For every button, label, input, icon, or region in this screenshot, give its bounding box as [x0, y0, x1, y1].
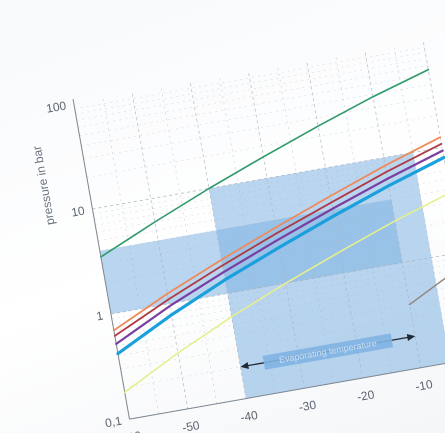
grid-line-y [120, 307, 445, 370]
grid-line-y [96, 170, 445, 233]
x-tick-label: -20 [356, 387, 376, 404]
annotation-label-bg [262, 333, 394, 370]
series-line-2 [112, 136, 442, 332]
grid-line-y [74, 46, 425, 110]
x-tick-label: -60 [123, 428, 143, 433]
grid-line-y [94, 157, 444, 220]
grid-line-x [190, 83, 247, 399]
grid-line-y [113, 268, 445, 331]
x-axis-line [129, 356, 445, 420]
grid-line-y [79, 73, 430, 136]
y-tick-label: 100 [45, 98, 67, 115]
shaded-regions [99, 152, 445, 399]
x-tick-label: -40 [239, 408, 259, 425]
grid-line-y [110, 252, 445, 315]
grid-line-x [248, 73, 305, 389]
series-line-4 [115, 149, 444, 345]
grid-line-y [99, 188, 445, 252]
grid-line-y [76, 58, 427, 121]
y-tick-label: 10 [70, 203, 86, 219]
annotation-arrowhead-right [406, 334, 416, 341]
grid-line-y [97, 178, 445, 241]
grid-line-x [306, 62, 363, 379]
x-tick-label: -30 [298, 398, 318, 415]
grid-line-y [86, 115, 437, 178]
annotation-arrowhead-left [240, 362, 249, 369]
grid-line-y [116, 283, 445, 346]
grid-line-y [77, 65, 428, 128]
shaded-region-2 [208, 152, 445, 399]
axes [72, 98, 445, 420]
grid-line-y [93, 151, 443, 215]
grid-line-y [95, 163, 445, 226]
grid-line-y [75, 52, 426, 115]
series-line-1 [100, 68, 430, 258]
y-axis-line [72, 98, 130, 420]
y-tick-label: 0,1 [104, 414, 123, 431]
x-tick-label: -10 [414, 377, 434, 394]
y-axis-label: pressure in bar [30, 145, 58, 226]
grid-line-y [81, 83, 431, 147]
grid-line-x [131, 93, 189, 409]
grid-line-y [105, 220, 445, 283]
grid-line-x [364, 52, 422, 368]
grid-line-y [102, 202, 445, 265]
grid-line-y [112, 262, 445, 325]
series-line-3 [113, 142, 443, 337]
grid-line-y [83, 97, 434, 160]
y-tick-label: 1 [95, 309, 104, 324]
grid-line-y [92, 146, 443, 210]
series-line-7 [408, 264, 445, 306]
x-tick-label: -50 [181, 418, 201, 433]
series-lines [100, 68, 445, 394]
series-line-5 [116, 155, 445, 356]
grid-line-y [115, 275, 445, 338]
series-line-6 [123, 191, 445, 394]
grid-line-y [111, 256, 445, 320]
